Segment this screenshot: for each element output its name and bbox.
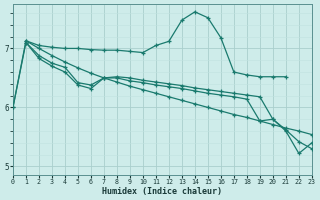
X-axis label: Humidex (Indice chaleur): Humidex (Indice chaleur) (102, 187, 222, 196)
